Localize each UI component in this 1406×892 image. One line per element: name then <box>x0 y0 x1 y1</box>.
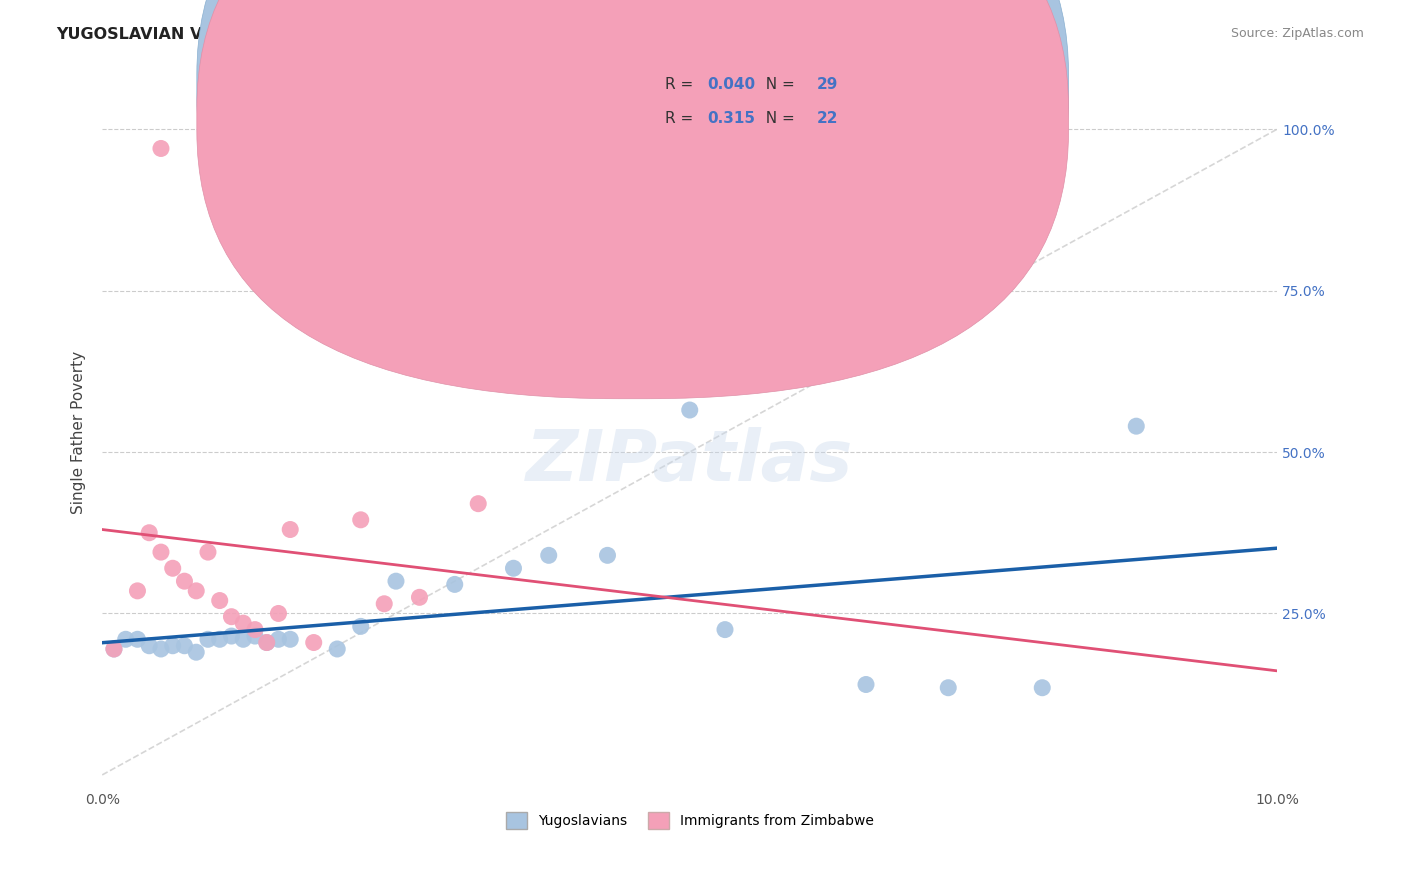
Point <box>138 525 160 540</box>
Point <box>221 629 243 643</box>
Point <box>443 577 465 591</box>
Point <box>679 403 702 417</box>
Point <box>173 639 195 653</box>
Point <box>936 681 959 695</box>
Point <box>326 642 349 657</box>
Point <box>149 545 172 559</box>
Point <box>208 593 231 607</box>
Point <box>127 632 149 647</box>
Point <box>350 619 373 633</box>
Text: 0.040: 0.040 <box>707 78 755 92</box>
Point <box>373 597 395 611</box>
Point <box>385 574 408 589</box>
Point <box>162 639 184 653</box>
Point <box>197 632 219 647</box>
Point <box>596 549 619 563</box>
Text: 29: 29 <box>817 78 838 92</box>
Point <box>243 623 266 637</box>
Point <box>467 497 489 511</box>
Point <box>256 635 278 649</box>
Y-axis label: Single Father Poverty: Single Father Poverty <box>72 351 86 514</box>
Point <box>1031 681 1053 695</box>
Point <box>208 632 231 647</box>
Point <box>173 574 195 589</box>
Text: Source: ZipAtlas.com: Source: ZipAtlas.com <box>1230 27 1364 40</box>
Point <box>127 583 149 598</box>
Point <box>408 591 430 605</box>
Point <box>278 632 301 647</box>
Point <box>256 635 278 649</box>
Text: R =: R = <box>665 78 699 92</box>
Point <box>232 141 254 155</box>
Text: 22: 22 <box>817 112 838 126</box>
Point <box>243 629 266 643</box>
Point <box>186 645 208 659</box>
Point <box>537 549 560 563</box>
Point <box>138 639 160 653</box>
Text: R =: R = <box>665 112 703 126</box>
Point <box>149 642 172 657</box>
Point <box>350 513 373 527</box>
Point <box>267 607 290 621</box>
Point <box>855 677 877 691</box>
Text: YUGOSLAVIAN VS IMMIGRANTS FROM ZIMBABWE SINGLE FATHER POVERTY CORRELATION CHART: YUGOSLAVIAN VS IMMIGRANTS FROM ZIMBABWE … <box>56 27 929 42</box>
Text: 0.315: 0.315 <box>707 112 755 126</box>
Text: N =: N = <box>756 78 800 92</box>
Point <box>267 632 290 647</box>
Point <box>114 632 136 647</box>
Point <box>197 545 219 559</box>
Point <box>502 561 524 575</box>
Point <box>186 583 208 598</box>
Point <box>232 616 254 631</box>
Point <box>103 642 125 657</box>
Point <box>232 632 254 647</box>
Point <box>1125 419 1147 434</box>
Point <box>103 642 125 657</box>
Point <box>302 635 325 649</box>
Point <box>221 609 243 624</box>
Text: N =: N = <box>756 112 800 126</box>
Point <box>714 623 737 637</box>
Point <box>162 561 184 575</box>
Legend: Yugoslavians, Immigrants from Zimbabwe: Yugoslavians, Immigrants from Zimbabwe <box>501 806 879 834</box>
Point <box>149 141 172 155</box>
Text: ZIPatlas: ZIPatlas <box>526 426 853 496</box>
Point <box>278 523 301 537</box>
